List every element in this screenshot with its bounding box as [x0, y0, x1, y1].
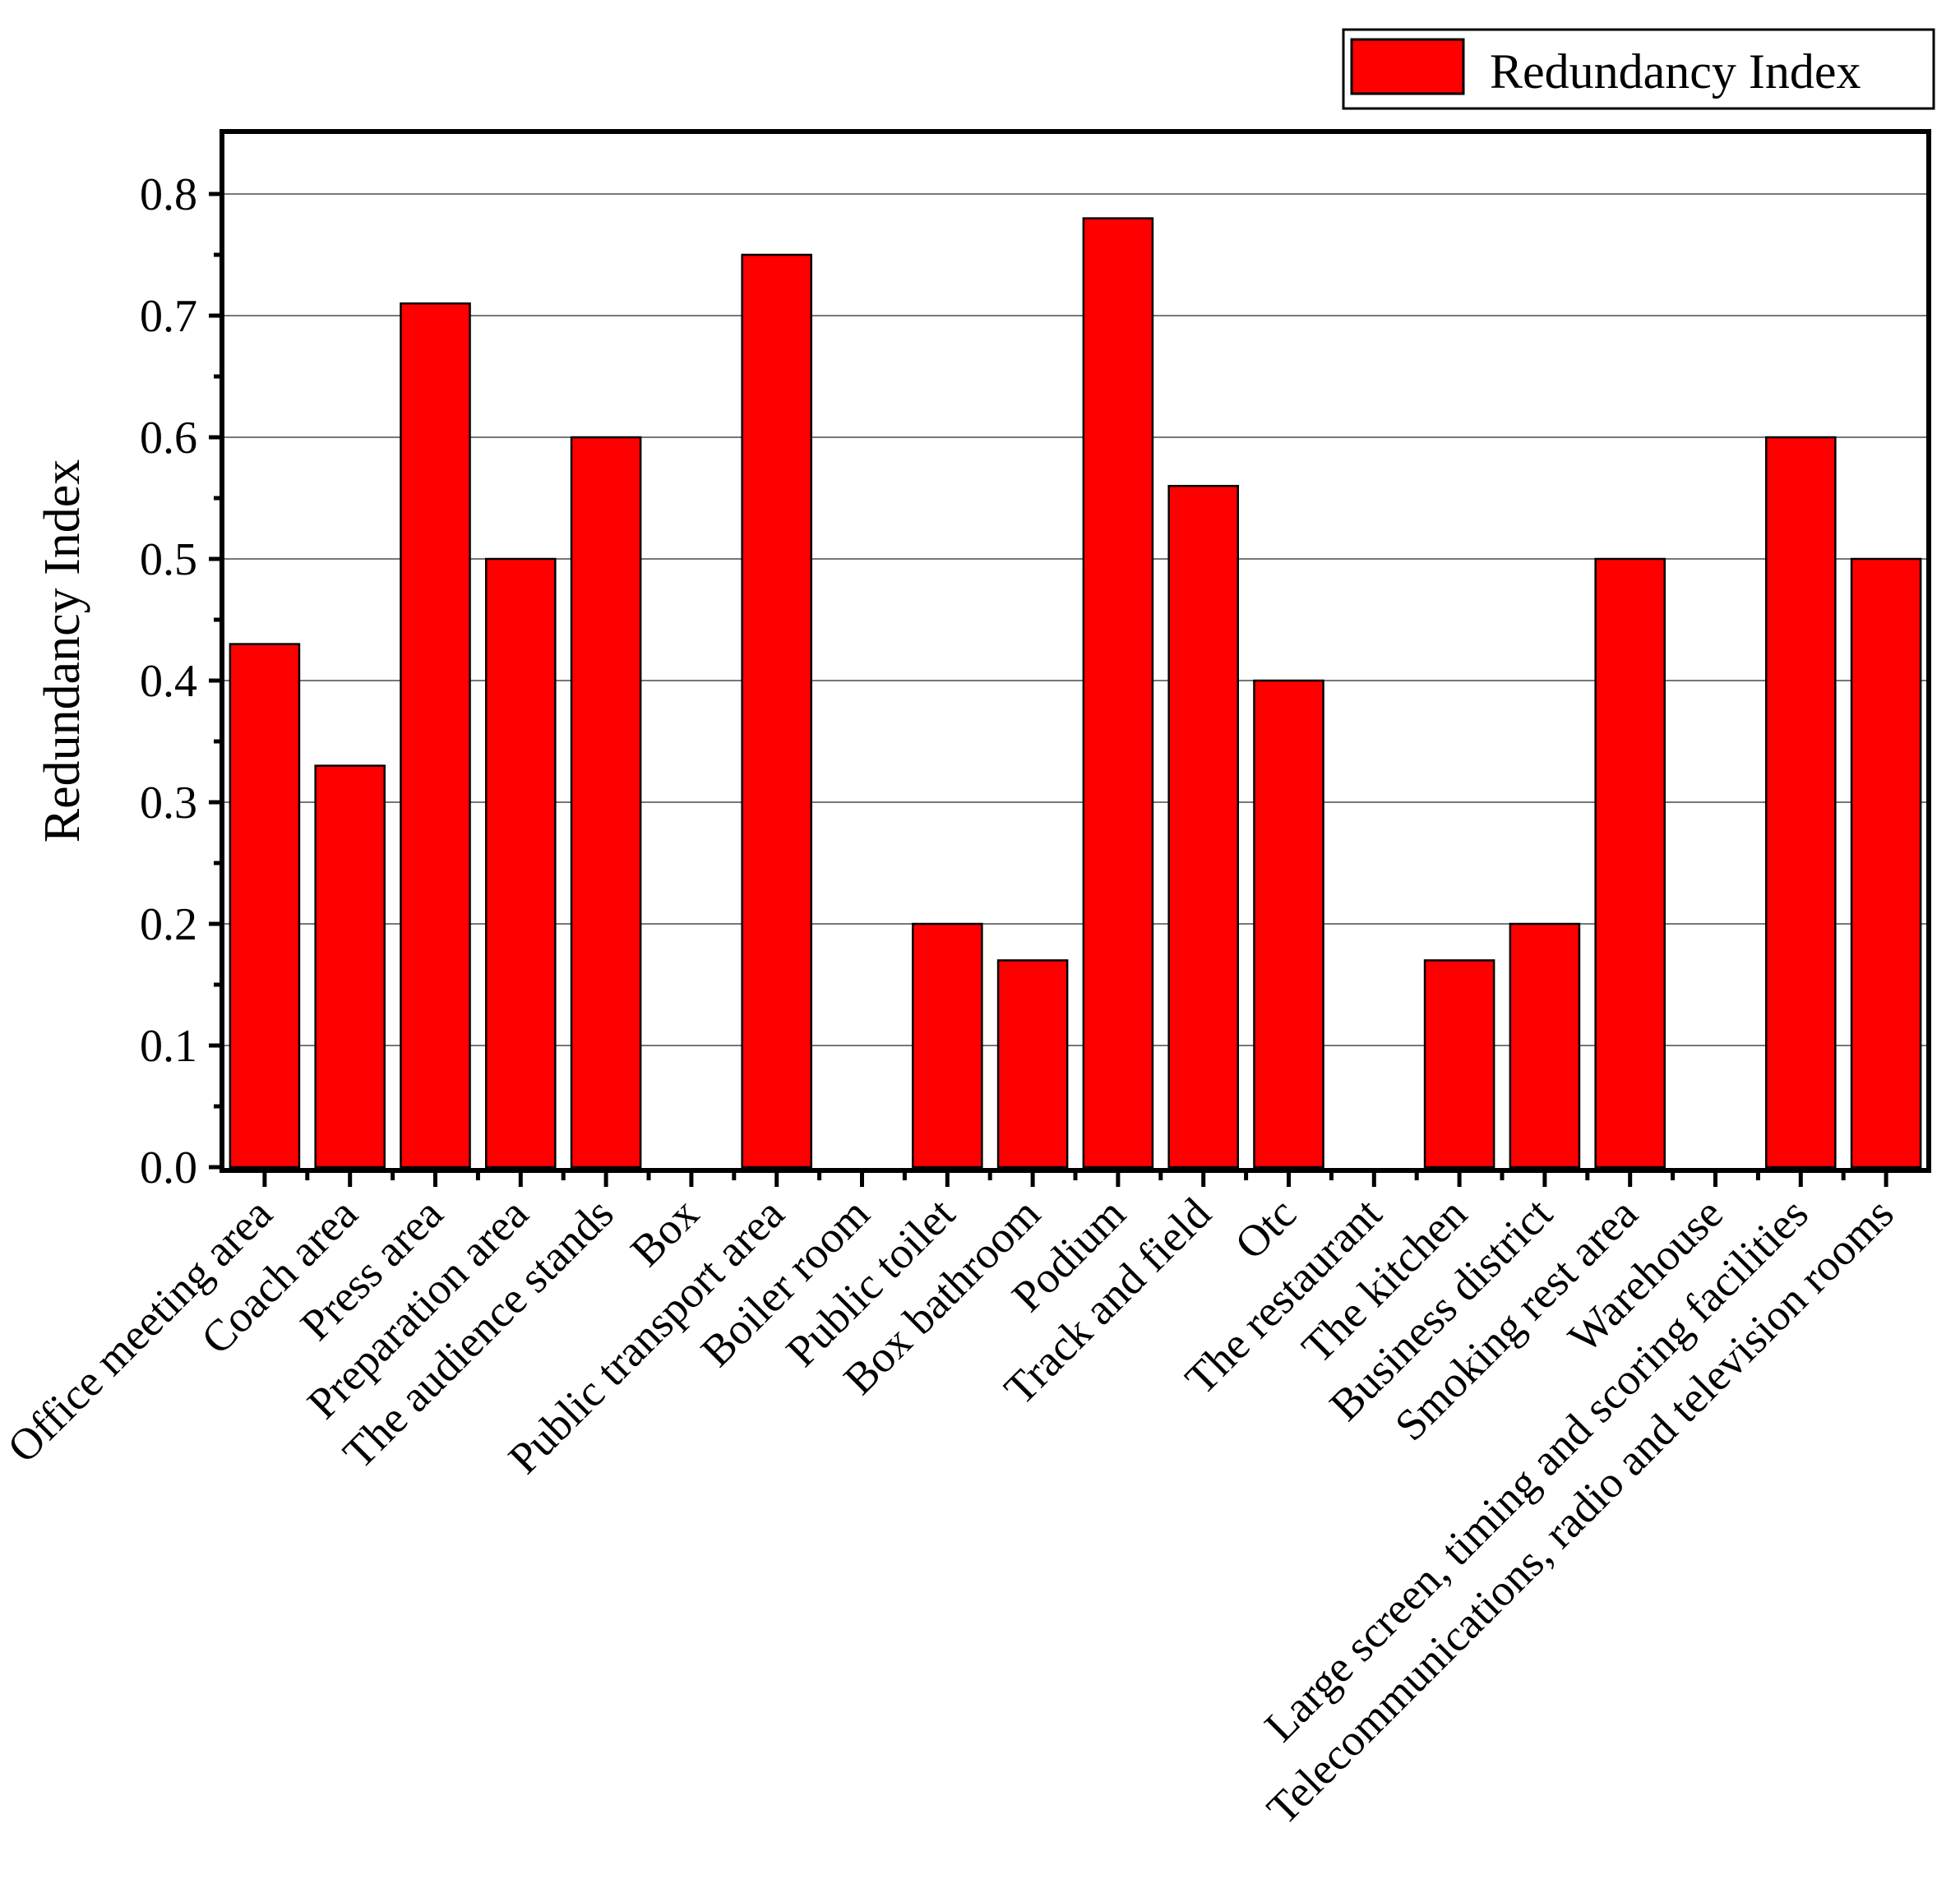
- bar: [1423, 959, 1495, 1169]
- y-axis: 0.0 0.1 0.2 0.3 0.4 0.5 0.6 0.7 0.8: [140, 169, 222, 1193]
- bar: [570, 436, 642, 1169]
- bar: [912, 922, 983, 1169]
- bar: [741, 253, 812, 1169]
- bar: [229, 643, 301, 1169]
- bar: [996, 959, 1069, 1169]
- bars: [229, 217, 1922, 1169]
- y-tick-label: 0.0: [140, 1142, 197, 1193]
- bar: [1253, 679, 1324, 1169]
- plot-frame: [220, 129, 1931, 1173]
- legend: Redundancy Index: [1342, 28, 1935, 110]
- bar: [314, 764, 386, 1169]
- y-tick-label: 0.7: [140, 291, 197, 342]
- bar: [400, 302, 471, 1169]
- bar: [1167, 484, 1239, 1169]
- bar: [1594, 557, 1666, 1169]
- y-tick-label: 0.8: [140, 169, 197, 220]
- y-tick-label: 0.4: [140, 656, 197, 707]
- y-axis-title: Redundancy Index: [35, 459, 90, 843]
- bar: [1082, 217, 1154, 1169]
- bar: [1850, 557, 1922, 1169]
- gridlines: [222, 193, 1929, 1046]
- bar: [1509, 922, 1581, 1169]
- y-tick-label: 0.2: [140, 899, 197, 950]
- bar: [1765, 436, 1837, 1169]
- y-tick-label: 0.1: [140, 1021, 197, 1072]
- y-tick-label: 0.5: [140, 534, 197, 585]
- bar: [485, 557, 557, 1169]
- legend-label: Redundancy Index: [1490, 44, 1861, 99]
- y-tick-label: 0.3: [140, 778, 197, 829]
- y-tick-label: 0.6: [140, 413, 197, 464]
- legend-swatch: [1350, 38, 1465, 95]
